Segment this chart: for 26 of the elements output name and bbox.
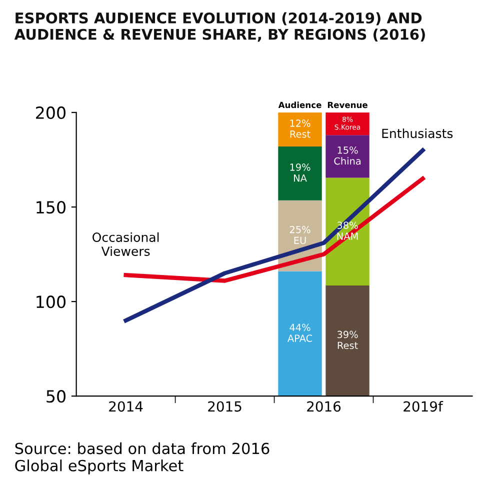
x-tick-label: 2015 xyxy=(208,401,242,412)
y-tick-label: 100 xyxy=(36,296,66,308)
x-tick-label: Audience xyxy=(278,102,322,108)
bar xyxy=(326,285,370,396)
data-label: 12% Rest xyxy=(290,120,310,138)
bar xyxy=(326,112,370,136)
data-label: 15% China xyxy=(334,146,361,165)
source-note: Source: based on data from 2016 Global eSports Market xyxy=(15,442,270,474)
data-label: 19% NA xyxy=(290,163,310,182)
x-tick-label: 2014 xyxy=(109,401,143,412)
series-label: Enthusiasts xyxy=(382,128,453,138)
bar xyxy=(278,112,322,147)
y-tick-label: 150 xyxy=(36,200,66,214)
x-tick-label: 2019f xyxy=(404,400,444,412)
series-label: Occasional Viewers xyxy=(92,232,159,256)
y-tick-label: 50 xyxy=(46,390,66,403)
bar xyxy=(278,271,322,396)
data-label: 25% EU xyxy=(290,226,310,244)
y-tick-label: 200 xyxy=(36,106,66,120)
chart-title: ESPORTS AUDIENCE EVOLUTION (2014-2019) AND AUDIENCE & REVENUE SHARE, BY REGIONS (2016) xyxy=(14,12,425,42)
data-label: 39% Rest xyxy=(337,330,358,350)
bar xyxy=(278,146,322,200)
x-tick-label: 2016 xyxy=(307,401,341,412)
bar xyxy=(326,135,370,178)
x-tick-label: Revenue xyxy=(328,102,368,108)
data-label: 44% APAC xyxy=(288,324,312,342)
